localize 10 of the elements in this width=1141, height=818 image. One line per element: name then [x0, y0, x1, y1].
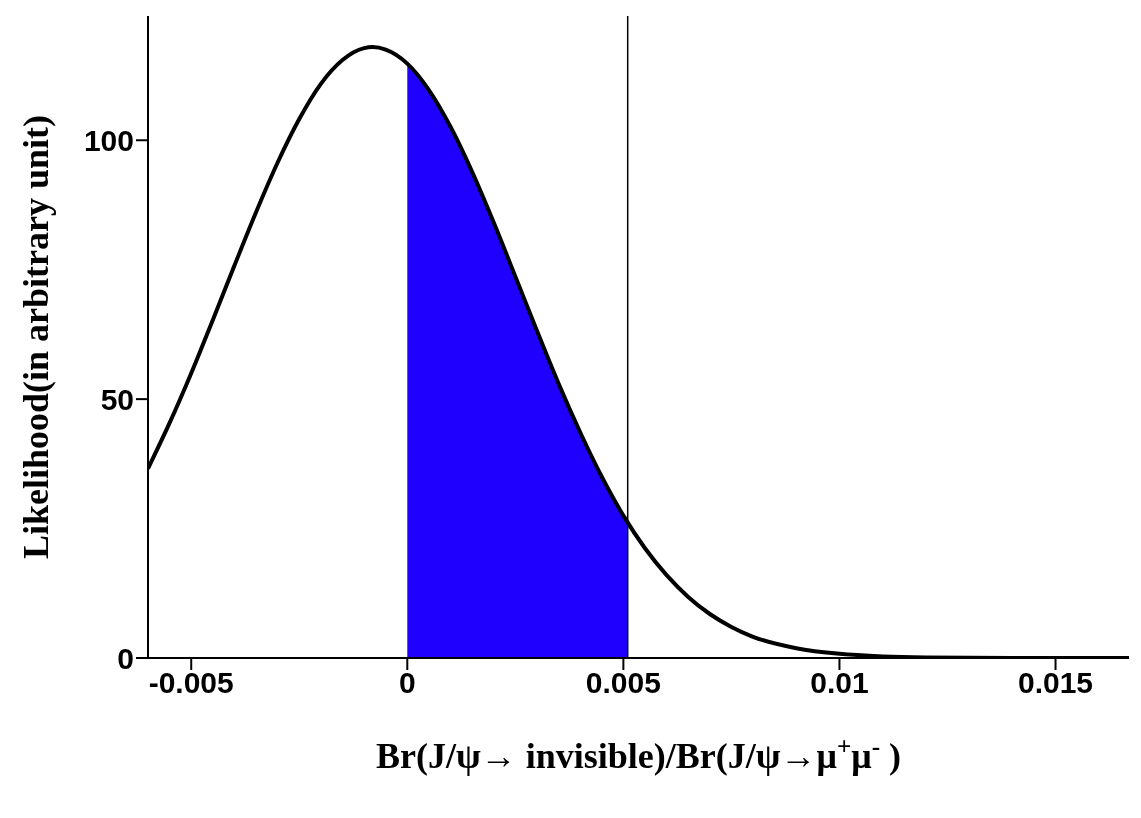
x-tick-label: 0.01: [810, 666, 869, 700]
y-tick-label: 100: [83, 123, 134, 157]
x-tick-label: 0: [398, 666, 416, 700]
x-tick-label: 0.015: [1017, 666, 1094, 700]
x-tick-label: -0.005: [148, 666, 234, 700]
y-tick-label: 0: [117, 641, 134, 675]
x-axis-title: Br(J/ψ→ invisible)/Br(J/ψ→μ$^{+}$μ$^{-}$ ): [375, 732, 902, 776]
x-tick-label: 0.005: [585, 666, 661, 700]
y-tick-label: 50: [100, 382, 134, 416]
y-axis-title: Likelihood(in arbitrary unit): [16, 114, 56, 560]
